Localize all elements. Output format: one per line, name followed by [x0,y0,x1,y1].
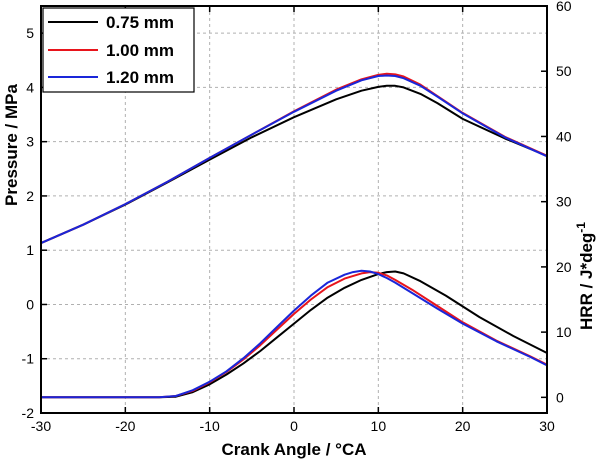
y-left-tick-label: -2 [22,405,35,421]
y-axis-right-title-main: HRR / J*deg [577,233,596,330]
y-axis-left-title: Pressure / MPa [2,84,21,206]
y-right-tick-label: 0 [556,389,564,405]
y-right-tick-label: 40 [556,128,572,144]
pressure-line-2 [40,74,548,245]
y-right-tick-label: 10 [556,324,572,340]
y-right-tick-label: 50 [556,63,572,79]
series-layer [40,72,548,399]
y-axis-right-title: HRR / J*deg-1 [574,222,596,330]
hrr-line-0 [41,270,548,399]
x-tick-label: -10 [200,418,220,434]
y-left-tick-label: 5 [26,25,34,41]
y-left-tick-label: 0 [26,296,34,312]
y-left-tick-label: 4 [26,79,34,95]
x-tick-label: 30 [539,418,555,434]
hrr-line-2 [41,269,548,399]
y-right-tick-label: 30 [556,194,572,210]
grid [41,6,547,413]
y-axis-right-title-superscript: -1 [574,222,588,233]
y-left-tick-label: -1 [22,351,35,367]
legend-label-1: 1.00 mm [106,41,174,60]
legend-label-2: 1.20 mm [106,68,174,87]
legend-label-0: 0.75 mm [106,13,174,32]
x-tick-label: 10 [371,418,387,434]
y-left-tick-label: 2 [26,188,34,204]
x-axis-title: Crank Angle / °CA [221,440,366,459]
x-tick-label: -30 [31,418,51,434]
y-left-tick-label: 1 [26,242,34,258]
y-right-tick-label: 20 [556,259,572,275]
x-tick-label: 0 [290,418,298,434]
x-tick-label: -20 [115,418,135,434]
y-right-tick-label: 60 [556,0,572,14]
x-tick-label: 20 [455,418,471,434]
legend: 0.75 mm 1.00 mm 1.20 mm [42,7,195,93]
y-left-tick-label: 3 [26,134,34,150]
